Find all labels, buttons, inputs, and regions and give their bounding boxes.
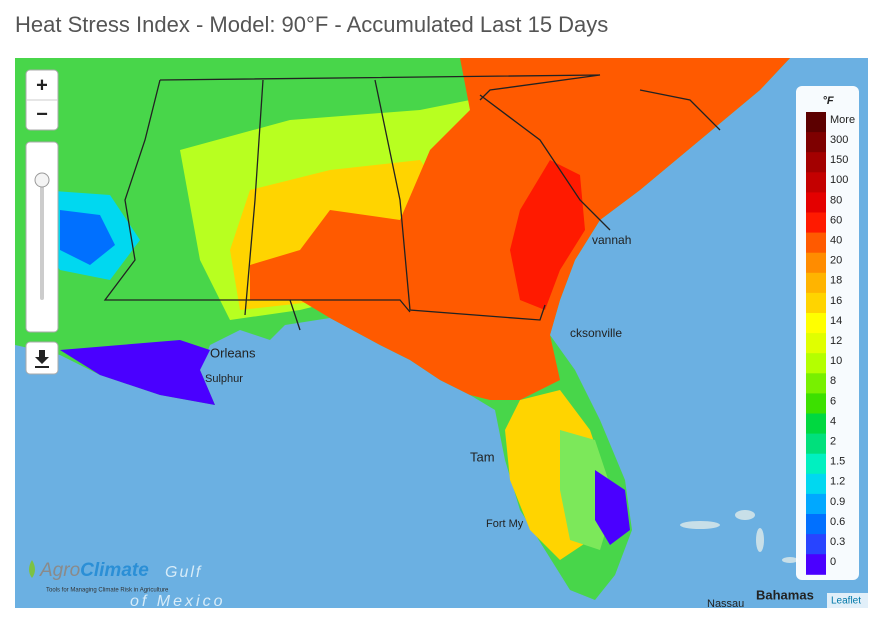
legend-swatch [806, 212, 826, 234]
state-borders [290, 299, 411, 313]
logo-text: AgroClimate [39, 560, 149, 581]
legend-swatch [806, 433, 826, 455]
legend-swatch [806, 112, 826, 133]
legend-swatch [806, 232, 826, 254]
legend-label: 12 [830, 335, 842, 347]
state-borders [639, 89, 721, 131]
legend-swatch [806, 192, 826, 213]
legend-swatch [806, 393, 826, 414]
city-label: Fort My [486, 518, 524, 530]
slider-knob[interactable] [34, 172, 50, 188]
legend-label: 80 [830, 194, 842, 206]
city-label: Orleans [210, 345, 256, 360]
legend-swatch [806, 413, 826, 435]
water-label: of Mexico [130, 593, 225, 610]
legend-swatch [806, 373, 826, 394]
legend-box [796, 86, 859, 580]
legend-swatch [806, 132, 826, 153]
louisiana-purple [60, 340, 215, 405]
heat-zone-red [510, 160, 585, 310]
legend-swatch [806, 172, 826, 193]
city-label: vannah [592, 233, 631, 247]
zoom-out-button[interactable]: − [36, 103, 48, 125]
legend-label: 10 [830, 355, 842, 367]
legend-swatch [806, 534, 826, 555]
state-borders [479, 94, 611, 231]
logo-tagline: Tools for Managing Climate Risk in Agric… [46, 588, 169, 594]
legend-swatch [806, 333, 826, 354]
west-blue [60, 210, 115, 265]
legend-swatch [806, 313, 826, 334]
logo: AgroClimate Tools for Managing Climate R… [29, 560, 169, 594]
legend-swatch [806, 252, 826, 274]
legend: °F More 300 150 100 80 60 40 20 18 16 14 12 10 8 6 4 2 1.… [796, 86, 859, 580]
zoom-control: + − [25, 69, 59, 375]
legend-label: 14 [830, 315, 842, 327]
zoom-in-button[interactable]: + [36, 74, 48, 96]
attribution-box [827, 593, 868, 608]
state-borders [159, 74, 601, 101]
city-label: cksonville [570, 326, 622, 340]
legend-label: 150 [830, 154, 848, 166]
legend-label: 6 [830, 395, 836, 407]
map[interactable]: Orleans Sulphur vannah cksonville Tam Fo… [15, 58, 868, 610]
legend-label: 0.9 [830, 496, 845, 508]
water-label: Gulf [165, 564, 202, 581]
legend-label: 1.5 [830, 456, 845, 468]
attribution[interactable]: Leaflet [831, 596, 861, 607]
legend-unit: °F [822, 95, 833, 107]
state-borders [374, 79, 546, 321]
legend-label: 1.2 [830, 476, 845, 488]
city-label: Sulphur [205, 373, 243, 385]
legend-label: 4 [830, 415, 836, 427]
state-borders [244, 79, 264, 316]
logo-part: Climate [80, 560, 149, 581]
city-label: Tam [470, 449, 495, 464]
legend-swatch [806, 453, 826, 475]
legend-label: 0.6 [830, 516, 845, 528]
legend-label: 0 [830, 556, 836, 568]
country-label: Bahamas [756, 587, 814, 602]
florida-purple [595, 470, 630, 545]
legend-swatch [806, 272, 826, 294]
legend-label: 8 [830, 375, 836, 387]
legend-label: More [830, 114, 855, 126]
legend-swatch [806, 152, 826, 173]
logo-part: Agro [39, 560, 80, 581]
legend-label: 40 [830, 235, 842, 247]
city-label: Nassau [707, 598, 744, 610]
legend-swatch [806, 353, 826, 374]
legend-label: 2 [830, 436, 836, 448]
legend-swatch [806, 473, 826, 495]
legend-swatch [806, 514, 826, 535]
legend-swatch [806, 493, 826, 515]
legend-swatch [806, 292, 826, 314]
bahamas [680, 510, 798, 563]
page-title: Heat Stress Index - Model: 90°F - Accumu… [15, 12, 608, 37]
legend-label: 0.3 [830, 536, 845, 548]
legend-label: 20 [830, 255, 842, 267]
legend-label: 100 [830, 174, 848, 186]
legend-label: 60 [830, 214, 842, 226]
legend-label: 18 [830, 275, 842, 287]
legend-label: 300 [830, 134, 848, 146]
legend-swatch [806, 554, 826, 575]
slider-track [40, 180, 44, 300]
download-icon [35, 350, 49, 368]
legend-label: 16 [830, 295, 842, 307]
